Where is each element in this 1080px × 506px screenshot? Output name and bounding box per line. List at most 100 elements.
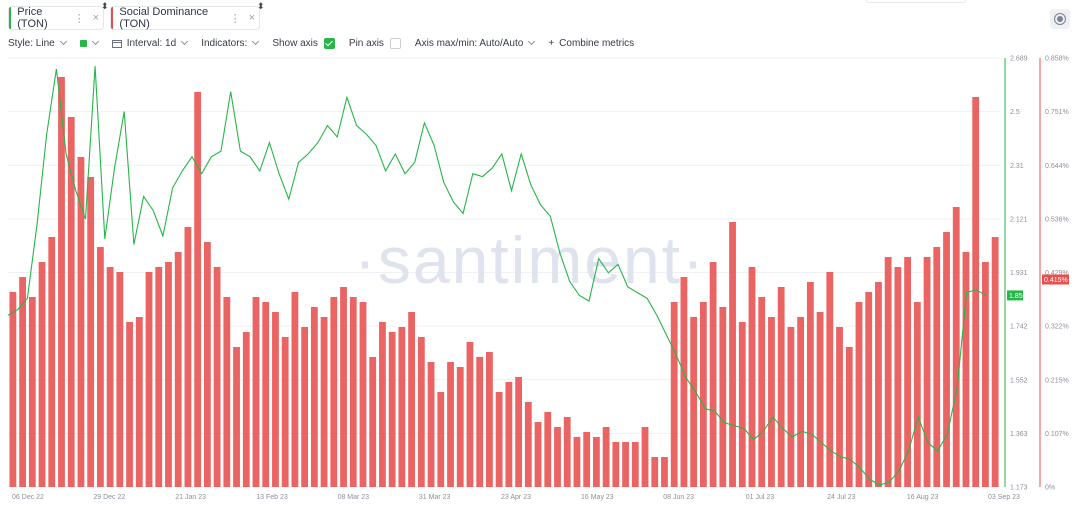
style-dropdown[interactable]: Style: Line <box>8 38 67 49</box>
dominance-bar <box>67 117 75 487</box>
dominance-bar <box>554 427 561 487</box>
dominance-bar <box>534 422 542 487</box>
dominance-bar <box>320 317 328 487</box>
dominance-bar <box>622 442 629 487</box>
dominance-bar <box>855 302 863 487</box>
x-tick-label: 23 Apr 23 <box>501 494 531 501</box>
dominance-bar <box>291 292 299 487</box>
dominance-bar <box>96 247 104 487</box>
dominance-bar <box>797 317 805 487</box>
dominance-bar <box>699 302 707 487</box>
dominance-bar <box>729 222 736 487</box>
show-axis-toggle[interactable]: Show axis <box>272 37 335 49</box>
dominance-bar <box>573 437 581 487</box>
drag-handle-icon[interactable]: ⬍ <box>101 1 109 11</box>
tab-price[interactable]: Price (TON) ⋮ × ⬍ <box>8 1 109 30</box>
dominance-bar <box>787 327 795 487</box>
dominance-bar <box>203 242 211 487</box>
color-swatch-icon <box>79 39 87 47</box>
dominance-bar <box>661 457 668 487</box>
pin-axis-label: Pin axis <box>348 37 384 49</box>
dominance-bar <box>310 307 318 487</box>
close-icon[interactable]: × <box>92 12 99 24</box>
dominance-bar <box>982 262 989 487</box>
dominance-bar <box>933 247 941 487</box>
dominance-bar <box>48 237 56 487</box>
settings-gear-icon[interactable] <box>1050 9 1070 29</box>
dominance-bar <box>816 312 824 487</box>
dominance-bar <box>466 342 474 487</box>
dominance-tick-label: 0.107% <box>1045 431 1069 438</box>
dominance-tick-label: 0.536% <box>1045 216 1069 223</box>
dominance-bar <box>991 237 999 487</box>
combine-metrics-button[interactable]: + Combine metrics <box>548 38 634 49</box>
price-tick-label: 2.689 <box>1010 56 1028 63</box>
checkbox-unchecked-icon[interactable] <box>389 37 401 49</box>
interval-dropdown[interactable]: Interval: 1d <box>111 37 189 49</box>
dominance-bar <box>758 297 766 487</box>
dominance-bar <box>563 417 571 487</box>
dominance-bar <box>495 392 503 487</box>
dominance-bar <box>58 77 65 487</box>
dominance-tick-label: 0.429% <box>1045 270 1069 277</box>
dominance-bar <box>962 252 970 487</box>
x-tick-label: 08 Mar 23 <box>338 494 370 501</box>
dominance-tick-label: 0.858% <box>1045 56 1069 63</box>
dominance-bar <box>77 157 85 487</box>
dominance-bar <box>602 427 610 487</box>
dominance-bar <box>155 267 163 487</box>
dominance-bar <box>330 297 338 487</box>
dominance-bar <box>544 412 552 487</box>
dominance-bar <box>943 232 950 487</box>
dominance-tick-label: 0.322% <box>1045 324 1069 331</box>
dominance-bar <box>456 367 464 487</box>
dominance-bar <box>904 257 912 487</box>
dominance-bar <box>524 402 532 487</box>
dominance-bar <box>670 302 678 487</box>
dominance-bar <box>233 347 240 487</box>
pin-axis-toggle[interactable]: Pin axis <box>348 37 401 49</box>
dominance-bar <box>836 327 843 487</box>
price-line <box>7 66 987 486</box>
grid <box>8 57 1000 488</box>
dominance-tick-label: 0.215% <box>1045 377 1069 384</box>
dominance-bar <box>583 432 591 487</box>
more-options-icon[interactable]: ⋮ <box>73 12 85 25</box>
dominance-bar <box>680 277 688 487</box>
price-color-bar <box>9 7 12 29</box>
dominance-bar <box>272 312 279 487</box>
dominance-bar <box>505 382 513 487</box>
price-current-label: 1.85 <box>1009 293 1023 300</box>
axis-maxmin-dropdown[interactable]: Axis max/min: Auto/Auto <box>415 38 536 49</box>
x-tick-label: 29 Dec 22 <box>93 494 125 501</box>
tab-social-dominance[interactable]: Social Dominance (TON) ⋮ × ⬍ <box>110 1 265 30</box>
dominance-bar <box>340 287 347 487</box>
dominance-current-label: 0.415% <box>1044 277 1068 284</box>
interval-label: Interval: 1d <box>126 37 177 49</box>
more-options-icon[interactable]: ⋮ <box>229 12 241 25</box>
dominance-bar <box>281 337 289 487</box>
indicators-dropdown[interactable]: Indicators: <box>201 38 260 49</box>
color-picker[interactable] <box>79 37 99 47</box>
plus-icon: + <box>548 37 555 49</box>
checkbox-checked-icon[interactable] <box>323 37 335 49</box>
dominance-bar <box>174 252 182 487</box>
dominance-bar <box>515 377 522 487</box>
dominance-bar <box>359 302 367 487</box>
dominance-bar <box>865 292 873 487</box>
price-current-badge <box>1007 290 1023 301</box>
close-icon[interactable]: × <box>248 12 255 24</box>
tab-price-label: Price (TON) <box>17 6 48 30</box>
dominance-bar <box>106 267 114 487</box>
dominance-bar <box>592 437 600 487</box>
dominance-bar <box>690 317 698 487</box>
dominance-bar <box>651 457 659 487</box>
dominance-bar <box>972 97 980 487</box>
tab-social-dominance-label: Social Dominance (TON) <box>119 6 209 30</box>
dominance-bar <box>252 297 260 487</box>
price-tick-label: 2.121 <box>1010 216 1028 223</box>
drag-handle-icon[interactable]: ⬍ <box>257 1 265 11</box>
dominance-bar <box>709 262 717 487</box>
dominance-bar <box>349 297 357 487</box>
